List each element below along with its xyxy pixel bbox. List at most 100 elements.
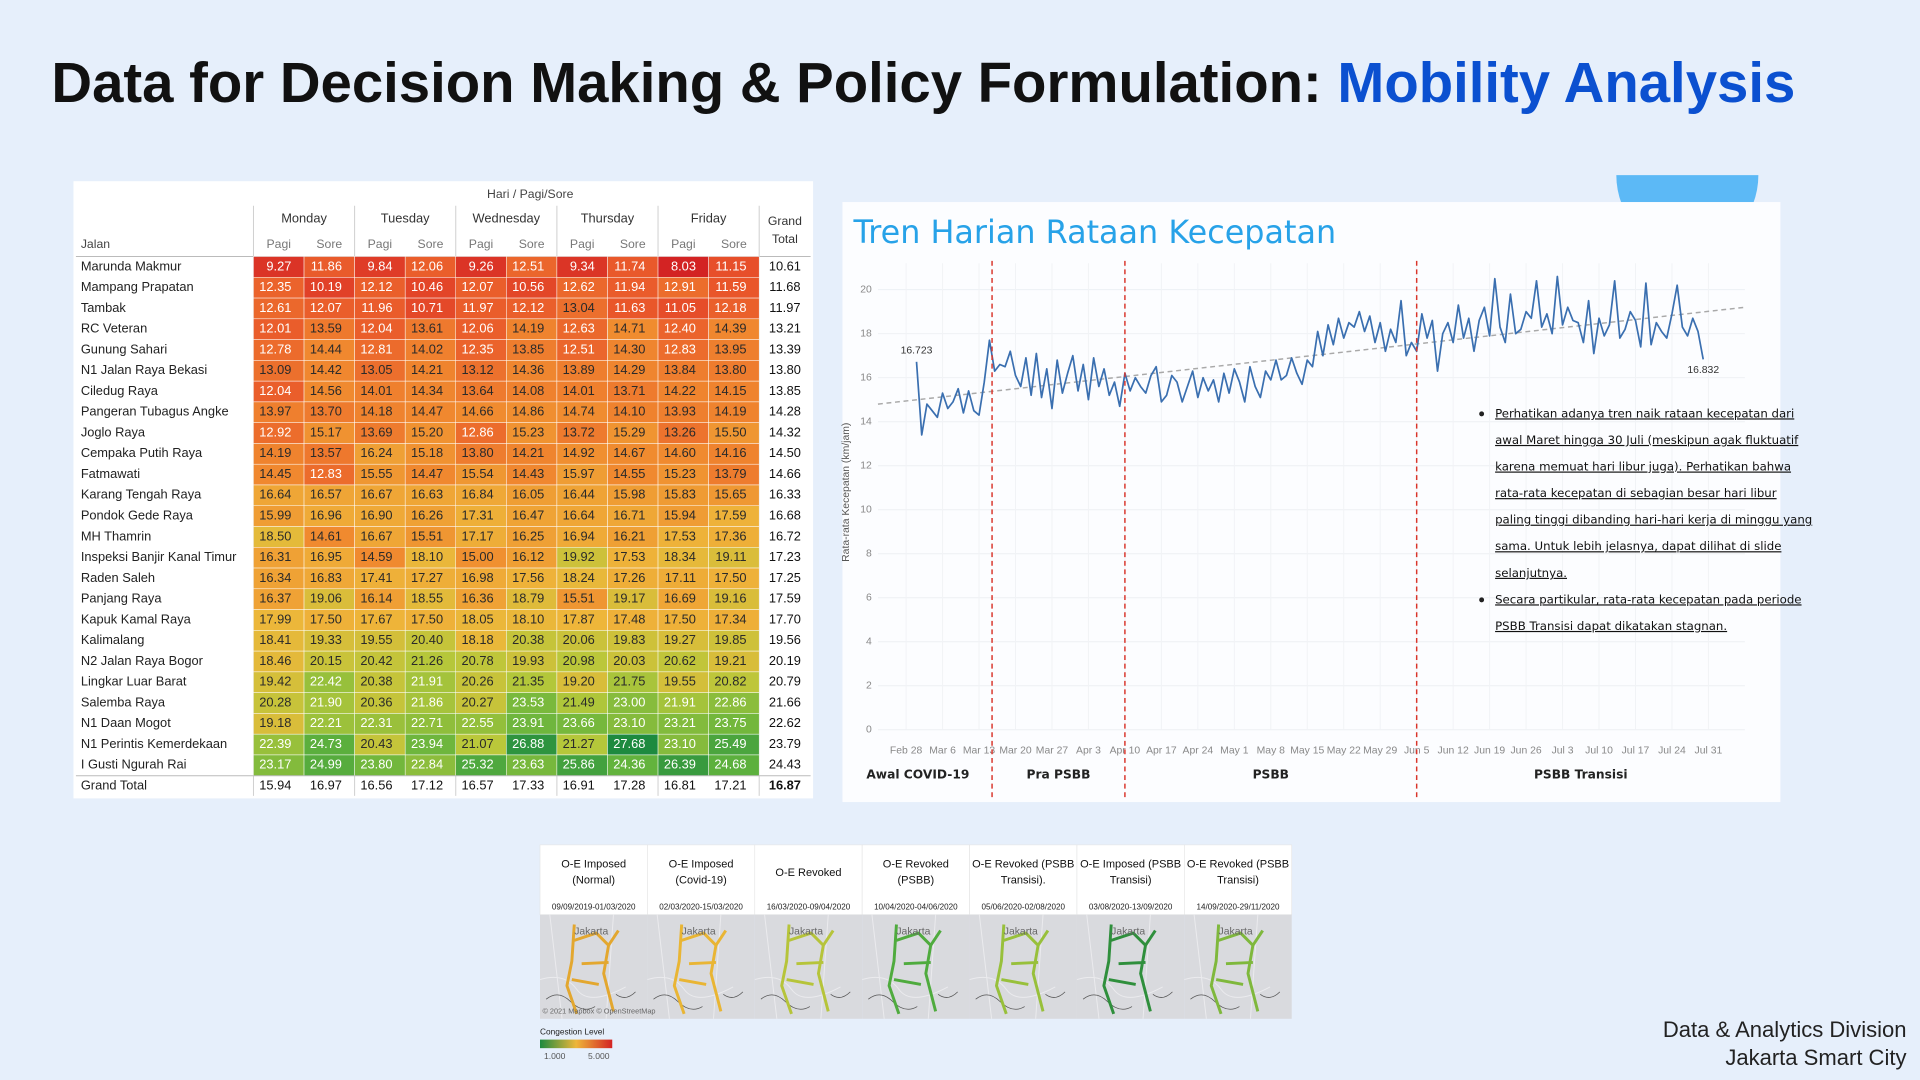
- grand-total-value: 17.12: [411, 777, 443, 792]
- cell-value: 13.12: [462, 362, 494, 377]
- cell-value: 13.09: [259, 362, 291, 377]
- cell-value: 16.63: [411, 487, 443, 502]
- cell-value: 19.11: [715, 549, 746, 564]
- cell-value: 14.61: [310, 528, 342, 543]
- cell-value: 13.79: [714, 466, 746, 481]
- cell-value: 12.35: [259, 279, 291, 294]
- cell-value: 12.51: [563, 341, 595, 356]
- row-total: 14.50: [769, 445, 801, 460]
- bullet-dot: [1479, 597, 1485, 603]
- cell-value: 14.30: [613, 341, 645, 356]
- map-tile: [647, 914, 755, 1019]
- cell-value: 12.12: [360, 279, 392, 294]
- road-name: Fatmawati: [81, 466, 140, 481]
- cell-value: 22.31: [360, 715, 392, 730]
- cell-value: 16.71: [613, 508, 645, 523]
- x-tick-label: Mar 6: [929, 745, 956, 756]
- cell-value: 20.43: [360, 736, 392, 751]
- row-total: 16.33: [769, 487, 801, 502]
- y-tick-label: 20: [860, 284, 872, 295]
- bullet-text: karena memuat hari libur juga). Perhatik…: [1495, 460, 1791, 474]
- map-terrain: [754, 914, 841, 1019]
- road-name: Cempaka Putih Raya: [81, 445, 203, 460]
- cell-value: 19.93: [512, 653, 544, 668]
- y-tick-label: 12: [860, 460, 872, 471]
- cell-value: 13.59: [310, 321, 342, 336]
- cell-value: 14.19: [512, 321, 544, 336]
- map-title: O-E Imposed: [561, 858, 626, 870]
- cell-value: 12.04: [259, 383, 291, 398]
- grand-total-value: 16.81: [664, 777, 696, 792]
- map-city: Jakarta: [1219, 927, 1253, 938]
- x-tick-label: Mar 13: [963, 745, 996, 756]
- road-name: N2 Jalan Raya Bogor: [81, 653, 204, 668]
- row-total: 16.72: [769, 528, 801, 543]
- cell-value: 16.34: [259, 570, 291, 585]
- map-roads: [1209, 924, 1264, 1015]
- map-title: O-E Revoked: [883, 858, 949, 870]
- cell-value: 21.75: [613, 674, 645, 689]
- bullet-text: Secara partikular, rata-rata kecepatan p…: [1495, 592, 1801, 606]
- cell-value: 12.51: [512, 258, 544, 273]
- cell-value: 14.39: [714, 321, 746, 336]
- map-coast: [760, 991, 851, 1010]
- cell-value: 13.97: [259, 404, 291, 419]
- cell-value: 16.90: [360, 508, 392, 523]
- cell-value: 11.94: [614, 279, 645, 294]
- x-tick-label: Jun 12: [1438, 745, 1469, 756]
- cell-value: 20.27: [462, 694, 494, 709]
- cell-value: 18.10: [411, 549, 443, 564]
- y-tick-label: 6: [866, 593, 872, 604]
- map-roads: [1102, 924, 1157, 1015]
- cell-value: 16.24: [360, 445, 392, 460]
- cell-value: 11.05: [665, 300, 696, 315]
- legend-max: 5.000: [588, 1051, 610, 1061]
- cell-value: 20.38: [360, 674, 392, 689]
- map-dates: 14/09/2020-29/11/2020: [1197, 902, 1280, 911]
- cell-value: 18.18: [462, 632, 494, 647]
- cell-value: 14.15: [714, 383, 746, 398]
- point-annotation: 16.723: [901, 346, 933, 357]
- map-coast: [975, 991, 1066, 1010]
- map-header: [861, 844, 970, 915]
- row-total: 23.79: [769, 736, 801, 751]
- cell-value: 23.66: [563, 715, 595, 730]
- y-tick-label: 0: [866, 725, 872, 736]
- day-header: Friday: [691, 211, 727, 226]
- map-dates: 02/03/2020-15/03/2020: [659, 902, 743, 911]
- map-title: (Covid-19): [675, 874, 726, 886]
- y-axis-label: Rata-rata Kecepatan (km/jam): [841, 423, 852, 562]
- period-header: Sore: [519, 237, 545, 251]
- cell-value: 10.56: [512, 279, 544, 294]
- cell-value: 23.91: [512, 715, 544, 730]
- phase-label: PSBB: [1253, 768, 1289, 782]
- period-header: Pagi: [368, 237, 393, 251]
- cell-value: 18.46: [259, 653, 291, 668]
- cell-value: 16.26: [411, 508, 443, 523]
- cell-value: 17.31: [462, 508, 494, 523]
- cell-value: 13.85: [512, 341, 544, 356]
- cell-value: 9.26: [469, 258, 494, 273]
- cell-value: 19.33: [310, 632, 342, 647]
- row-total: 14.28: [769, 404, 801, 419]
- cell-value: 19.85: [714, 632, 746, 647]
- grand-total-header: Total: [772, 232, 798, 246]
- map-roads: [672, 924, 727, 1015]
- map-dates: 16/03/2020-09/04/2020: [767, 902, 851, 911]
- cell-value: 14.19: [714, 404, 746, 419]
- point-annotation: 16.832: [1687, 365, 1719, 376]
- x-tick-label: Jul 10: [1585, 745, 1613, 756]
- row-total: 13.85: [769, 383, 801, 398]
- cell-value: 14.56: [310, 383, 342, 398]
- cell-value: 11.74: [614, 258, 645, 273]
- day-header: Tuesday: [381, 211, 430, 226]
- cell-value: 21.27: [563, 736, 595, 751]
- x-tick-label: May 22: [1327, 745, 1361, 756]
- cell-value: 17.11: [665, 570, 696, 585]
- cell-value: 23.21: [664, 715, 696, 730]
- cell-value: 16.94: [563, 528, 595, 543]
- cell-value: 12.06: [411, 258, 443, 273]
- map-roads: [995, 924, 1050, 1015]
- cell-value: 14.92: [563, 445, 595, 460]
- cell-value: 24.73: [310, 736, 342, 751]
